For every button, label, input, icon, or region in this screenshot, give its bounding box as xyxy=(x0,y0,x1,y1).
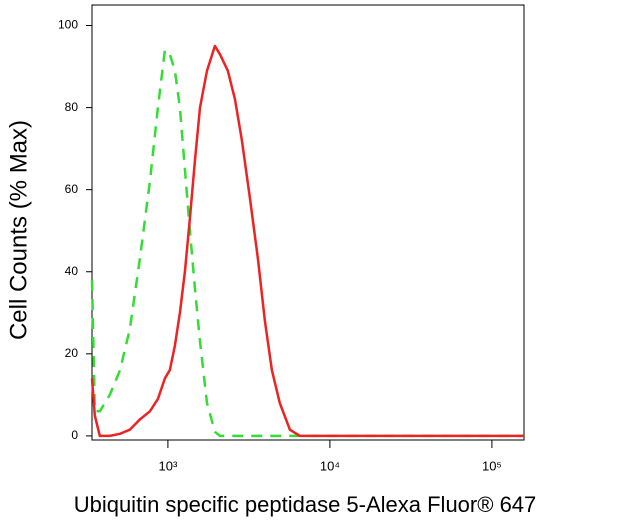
x-tick-label: 10³ xyxy=(159,458,178,473)
x-axis-label: Ubiquitin specific peptidase 5-Alexa Flu… xyxy=(74,492,537,517)
y-tick-label: 60 xyxy=(65,182,79,196)
y-tick-label: 100 xyxy=(58,18,78,32)
histogram-line xyxy=(90,48,524,438)
y-axis-label: Cell Counts (% Max) xyxy=(5,120,32,340)
y-tick-label: 40 xyxy=(65,264,79,278)
histogram-line xyxy=(90,44,524,438)
x-tick-label: 10⁴ xyxy=(320,458,340,473)
y-tick-label: 0 xyxy=(71,428,78,442)
plot-frame xyxy=(91,4,525,441)
x-tick-label: 10⁵ xyxy=(482,458,502,473)
y-tick-label: 20 xyxy=(65,346,79,360)
y-tick-label: 80 xyxy=(65,100,79,114)
